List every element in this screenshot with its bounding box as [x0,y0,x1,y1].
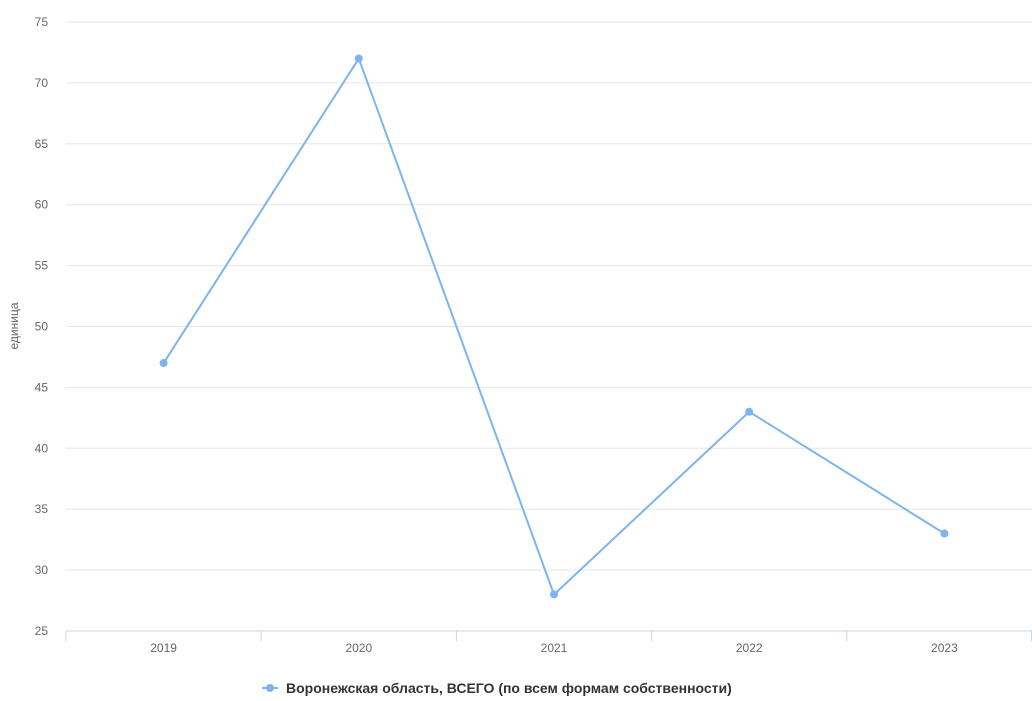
x-tick-label: 2023 [931,641,958,655]
y-axis-ticks: 25 30 35 40 45 50 55 60 65 70 75 [35,15,49,638]
y-tick-label: 55 [35,259,49,273]
y-tick-label: 65 [35,137,49,151]
series-layer [159,54,949,599]
legend-point-marker [266,684,274,692]
legend-label: Воронежская область, ВСЕГО (по всем форм… [286,680,732,696]
y-tick-label: 60 [35,198,49,212]
y-tick-label: 45 [35,380,49,394]
data-point[interactable] [745,407,754,416]
grid-lines [66,21,1032,571]
x-axis [65,630,1032,641]
data-point[interactable] [354,54,363,63]
y-tick-label: 40 [35,441,49,455]
x-tick-label: 2022 [736,641,763,655]
x-axis-ticks: 2019 2020 2021 2022 2023 [150,641,958,655]
x-tick-label: 2021 [541,641,568,655]
x-tick-label: 2020 [345,641,372,655]
x-tick-label: 2019 [150,641,177,655]
data-point[interactable] [159,359,168,368]
y-tick-label: 75 [35,15,49,29]
legend[interactable]: Воронежская область, ВСЕГО (по всем форм… [262,680,732,696]
y-axis-title: единица [7,302,21,349]
data-point[interactable] [550,590,558,599]
y-tick-label: 25 [35,624,49,638]
y-tick-label: 30 [35,563,49,577]
data-point[interactable] [940,529,949,538]
y-tick-label: 70 [35,76,49,90]
y-tick-label: 35 [35,502,49,516]
y-tick-label: 50 [35,320,49,334]
